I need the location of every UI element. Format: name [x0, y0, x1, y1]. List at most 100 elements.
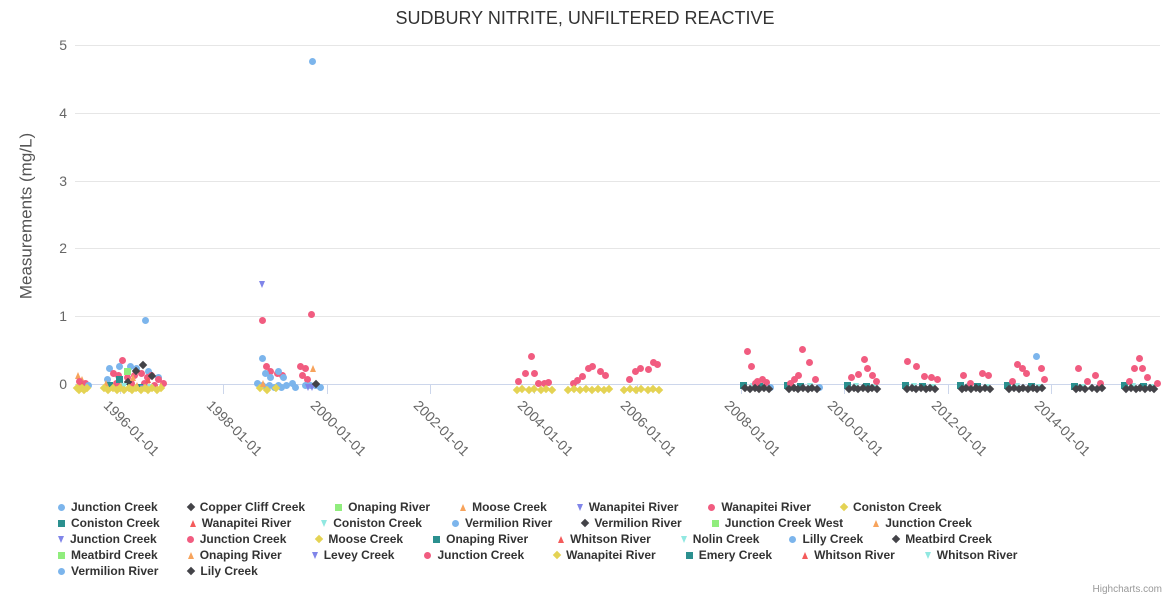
data-point[interactable]: [1041, 370, 1049, 388]
data-point[interactable]: [254, 374, 262, 392]
data-point[interactable]: [927, 368, 935, 386]
data-point[interactable]: [1008, 372, 1016, 390]
data-point[interactable]: [288, 374, 296, 392]
data-point[interactable]: [271, 378, 280, 396]
data-point[interactable]: [984, 366, 992, 384]
data-point[interactable]: [299, 366, 307, 384]
legend-item[interactable]: Vermilion River: [58, 564, 158, 578]
data-point[interactable]: [258, 349, 266, 367]
legend-item[interactable]: Meatbird Creek: [891, 532, 992, 546]
data-point[interactable]: [267, 368, 275, 386]
legend-item[interactable]: Wanapitei River: [576, 500, 678, 514]
data-point[interactable]: [786, 374, 794, 392]
data-point[interactable]: [308, 305, 316, 323]
data-point[interactable]: [141, 311, 149, 329]
data-point[interactable]: [266, 376, 274, 394]
data-point[interactable]: [540, 374, 548, 392]
legend-item[interactable]: Whitson River: [802, 548, 895, 562]
legend-item[interactable]: Moose Creek: [460, 500, 547, 514]
data-point[interactable]: [631, 362, 639, 380]
legend-item[interactable]: Moose Creek: [315, 532, 403, 546]
data-point[interactable]: [751, 374, 759, 392]
data-point[interactable]: [76, 372, 84, 390]
data-point[interactable]: [579, 367, 587, 385]
data-point[interactable]: [799, 340, 807, 358]
credit-label[interactable]: Highcharts.com: [1092, 584, 1162, 595]
legend-item[interactable]: Coniston Creek: [321, 516, 422, 530]
data-point[interactable]: [103, 374, 110, 392]
data-point[interactable]: [259, 374, 266, 392]
data-point[interactable]: [574, 371, 582, 389]
data-point[interactable]: [605, 379, 614, 397]
data-point[interactable]: [764, 379, 773, 397]
legend-item[interactable]: Nolin Creek: [680, 532, 759, 546]
data-point[interactable]: [805, 353, 813, 371]
legend-item[interactable]: Junction Creek: [58, 532, 157, 546]
data-point[interactable]: [1125, 372, 1133, 390]
data-point[interactable]: [930, 379, 940, 397]
data-point[interactable]: [116, 357, 124, 375]
data-point[interactable]: [548, 380, 557, 398]
legend-item[interactable]: Vermilion River: [581, 516, 682, 530]
data-point[interactable]: [278, 378, 286, 396]
legend-item[interactable]: Junction Creek: [58, 500, 158, 514]
data-point[interactable]: [868, 366, 876, 384]
data-point[interactable]: [1037, 378, 1047, 396]
data-point[interactable]: [261, 364, 269, 382]
data-point[interactable]: [316, 378, 324, 396]
legend-item[interactable]: Levey Creek: [311, 548, 394, 562]
data-point[interactable]: [1022, 364, 1030, 382]
data-point[interactable]: [309, 52, 317, 70]
data-point[interactable]: [1083, 372, 1091, 390]
data-point[interactable]: [985, 379, 994, 397]
data-point[interactable]: [933, 370, 941, 388]
data-point[interactable]: [979, 364, 987, 382]
legend-item[interactable]: Emery Creek: [685, 548, 772, 562]
data-point[interactable]: [653, 355, 661, 373]
data-point[interactable]: [527, 347, 535, 365]
data-point[interactable]: [1135, 349, 1143, 367]
data-point[interactable]: [569, 374, 577, 392]
data-point[interactable]: [123, 368, 131, 386]
legend-item[interactable]: Meatbird Creek: [58, 548, 158, 562]
legend-item[interactable]: Junction Creek: [186, 532, 286, 546]
data-point[interactable]: [589, 357, 597, 375]
legend-item[interactable]: Lilly Creek: [789, 532, 863, 546]
legend-item[interactable]: Vermilion River: [451, 516, 552, 530]
data-point[interactable]: [545, 373, 553, 391]
data-point[interactable]: [154, 370, 162, 388]
data-point[interactable]: [267, 362, 275, 380]
data-point[interactable]: [654, 380, 663, 398]
data-point[interactable]: [1150, 379, 1159, 397]
data-point[interactable]: [873, 372, 881, 390]
data-point[interactable]: [1131, 359, 1139, 377]
data-point[interactable]: [137, 364, 145, 382]
data-point[interactable]: [79, 380, 89, 398]
data-point[interactable]: [310, 359, 317, 377]
data-point[interactable]: [1097, 378, 1106, 396]
data-point[interactable]: [912, 357, 920, 375]
data-point[interactable]: [649, 353, 657, 371]
data-point[interactable]: [127, 374, 135, 392]
data-point[interactable]: [848, 368, 856, 386]
legend-item[interactable]: Coniston Creek: [58, 516, 160, 530]
data-point[interactable]: [535, 374, 543, 392]
data-point[interactable]: [274, 362, 282, 380]
legend-item[interactable]: Onaping River: [187, 548, 282, 562]
data-point[interactable]: [601, 366, 609, 384]
data-point[interactable]: [904, 352, 912, 370]
data-point[interactable]: [860, 350, 868, 368]
legend-item[interactable]: Wanapitei River: [552, 548, 656, 562]
data-point[interactable]: [515, 372, 523, 390]
data-point[interactable]: [1144, 368, 1152, 386]
legend-item[interactable]: Whitson River: [924, 548, 1017, 562]
data-point[interactable]: [114, 366, 122, 384]
data-point[interactable]: [119, 351, 127, 369]
data-point[interactable]: [812, 379, 822, 397]
data-point[interactable]: [637, 379, 646, 397]
data-point[interactable]: [297, 357, 305, 375]
data-point[interactable]: [1153, 374, 1161, 392]
data-point[interactable]: [129, 368, 136, 386]
data-point[interactable]: [763, 373, 771, 391]
legend-item[interactable]: Whitson River: [558, 532, 651, 546]
